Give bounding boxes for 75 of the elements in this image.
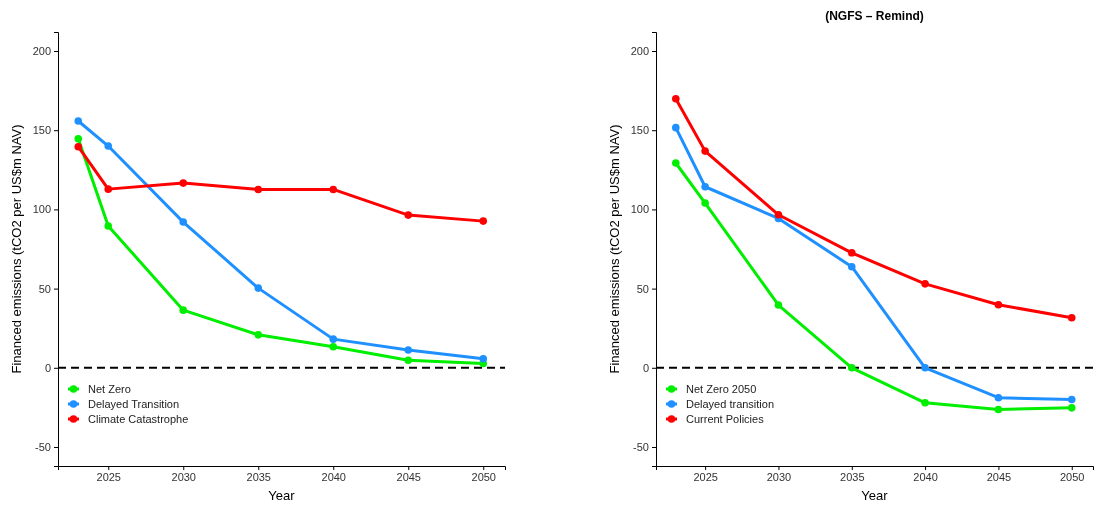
point [1067,395,1076,404]
legend-label: Current Policies [686,413,765,425]
point [921,399,929,407]
point [994,300,1003,309]
point [672,123,680,132]
y-tick-label: 200 [32,45,51,58]
point [921,364,929,372]
x-tick-label: 2040 [913,470,938,483]
point [254,185,263,194]
y-tick-label: -50 [35,441,51,454]
point [74,117,83,125]
point [701,182,709,191]
y-tick-label: 150 [32,124,51,137]
legend-label: Climate Catastrophe [88,413,189,425]
y-tick-label: 200 [630,45,649,58]
y-tick-label: 100 [630,203,649,216]
chart-title: (NGFS – Remind) [825,9,924,23]
y-tick-label: 50 [636,282,649,295]
x-tick-label: 2025 [96,470,121,483]
point [74,142,83,151]
point [774,301,783,309]
point [701,199,709,207]
point [921,280,929,288]
point [672,159,680,167]
point [672,94,680,103]
point [329,335,338,343]
legend-label: Delayed Transition [88,398,180,410]
point [404,211,413,219]
point [994,393,1003,402]
point [479,354,488,363]
point [994,405,1003,414]
y-tick-label: 0 [44,361,51,374]
point [254,284,263,292]
point [847,364,856,372]
point [104,142,113,150]
point [104,185,113,193]
point [774,210,783,219]
point [701,147,709,155]
point [104,222,113,230]
point [1067,404,1076,412]
y-axis-title: Financed emissions (tCO2 per US$m NAV) [607,124,622,374]
point [1067,313,1076,322]
y-tick-label: -50 [633,441,649,454]
legend-label: Delayed transition [686,398,775,410]
point [847,249,856,257]
point [329,342,338,351]
point [179,306,188,314]
y-tick-label: 0 [642,361,649,374]
point [179,218,188,226]
point [179,179,188,187]
y-tick-label: 100 [32,203,51,216]
point [404,356,413,364]
x-tick-label: 2045 [396,470,421,483]
x-tick-label: 2050 [471,470,496,483]
x-tick-label: 2035 [246,470,271,483]
x-axis-title: Year [268,488,296,503]
point [847,262,856,271]
x-tick-label: 2030 [766,470,792,483]
y-axis-title: Financed emissions (tCO2 per US$m NAV) [9,124,24,374]
point [254,331,263,339]
x-tick-label: 2030 [171,470,196,483]
x-tick-label: 2025 [693,470,718,483]
point [404,346,413,354]
x-tick-label: 2040 [321,470,346,483]
x-tick-label: 2035 [840,470,865,483]
x-axis-title: Year [861,488,889,503]
x-tick-label: 2050 [1059,470,1085,483]
point [329,185,338,194]
y-tick-label: 150 [630,124,649,137]
x-tick-label: 2045 [986,470,1012,483]
y-tick-label: 50 [38,282,51,295]
point [479,217,488,225]
point [74,134,83,143]
legend-label: Net Zero [88,383,131,395]
legend-label: Net Zero 2050 [686,383,757,395]
